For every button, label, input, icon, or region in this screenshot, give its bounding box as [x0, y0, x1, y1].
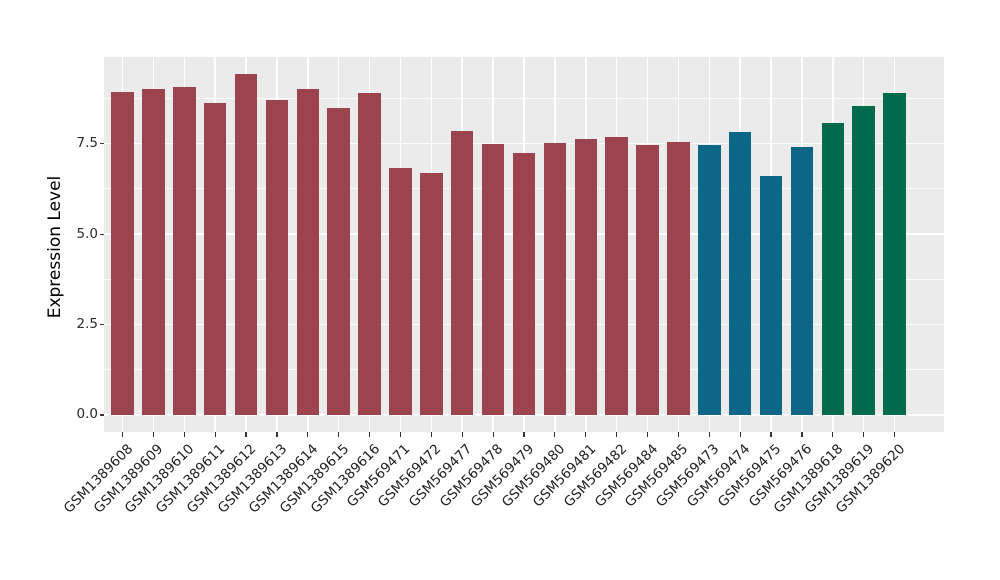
- x-tick: [492, 432, 494, 437]
- y-tick-label: 2.5: [76, 315, 98, 332]
- bar-GSM1389620: [883, 93, 906, 415]
- x-tick: [585, 432, 587, 437]
- y-tick-label: 7.5: [76, 135, 98, 151]
- bar-GSM569482: [605, 136, 628, 415]
- x-tick: [338, 432, 340, 437]
- bar-GSM569480: [543, 142, 567, 415]
- bar-GSM569485: [667, 142, 690, 415]
- x-tick: [554, 432, 556, 437]
- bar-GSM569473: [698, 144, 721, 415]
- x-tick: [307, 432, 309, 437]
- plot-panel: [104, 57, 944, 432]
- bar-GSM1389609: [142, 88, 165, 415]
- y-tick: [99, 414, 104, 416]
- bar-GSM569474: [728, 131, 752, 415]
- bar-GSM569475: [759, 176, 783, 415]
- bar-GSM1389612: [234, 74, 258, 415]
- x-tick: [616, 432, 618, 437]
- bar-GSM1389613: [265, 100, 289, 415]
- x-tick: [461, 432, 463, 437]
- x-tick: [739, 432, 741, 437]
- x-tick: [708, 432, 710, 437]
- x-tick: [677, 432, 679, 437]
- y-tick: [99, 233, 104, 235]
- x-tick: [121, 432, 124, 437]
- bar-GSM569472: [420, 172, 443, 415]
- y-tick: [99, 143, 104, 145]
- x-tick: [183, 432, 185, 437]
- y-tick-label: 5.0: [76, 225, 98, 242]
- x-tick: [368, 432, 371, 437]
- bar-GSM1389618: [821, 122, 845, 415]
- x-tick: [801, 432, 803, 437]
- x-tick: [523, 432, 525, 437]
- bar-GSM1389611: [203, 102, 227, 415]
- x-tick: [832, 432, 834, 437]
- x-tick: [770, 432, 772, 437]
- bar-GSM569476: [790, 146, 814, 415]
- x-tick: [245, 432, 247, 437]
- x-tick: [399, 432, 402, 437]
- bar-GSM1389619: [852, 106, 875, 415]
- y-tick: [99, 323, 104, 326]
- bar-GSM569471: [389, 168, 412, 415]
- bar-GSM1389610: [173, 86, 196, 415]
- x-tick: [863, 432, 865, 437]
- bar-GSM569484: [636, 144, 659, 415]
- bar-GSM1389616: [358, 93, 381, 415]
- x-tick: [276, 432, 278, 437]
- bar-GSM569479: [512, 152, 536, 415]
- x-tick: [152, 432, 154, 437]
- y-axis-title: Expression Level: [45, 175, 65, 319]
- bar-GSM569478: [481, 144, 505, 415]
- x-tick: [214, 432, 216, 437]
- bar-GSM569477: [451, 130, 474, 415]
- y-tick-label: 0.0: [76, 406, 98, 423]
- bar-GSM1389614: [296, 89, 320, 415]
- bar-GSM1389615: [327, 108, 350, 415]
- x-tick: [430, 432, 432, 437]
- bar-GSM569481: [574, 139, 597, 415]
- x-tick: [646, 432, 649, 437]
- bar-GSM1389608: [111, 91, 134, 415]
- x-tick: [893, 432, 896, 437]
